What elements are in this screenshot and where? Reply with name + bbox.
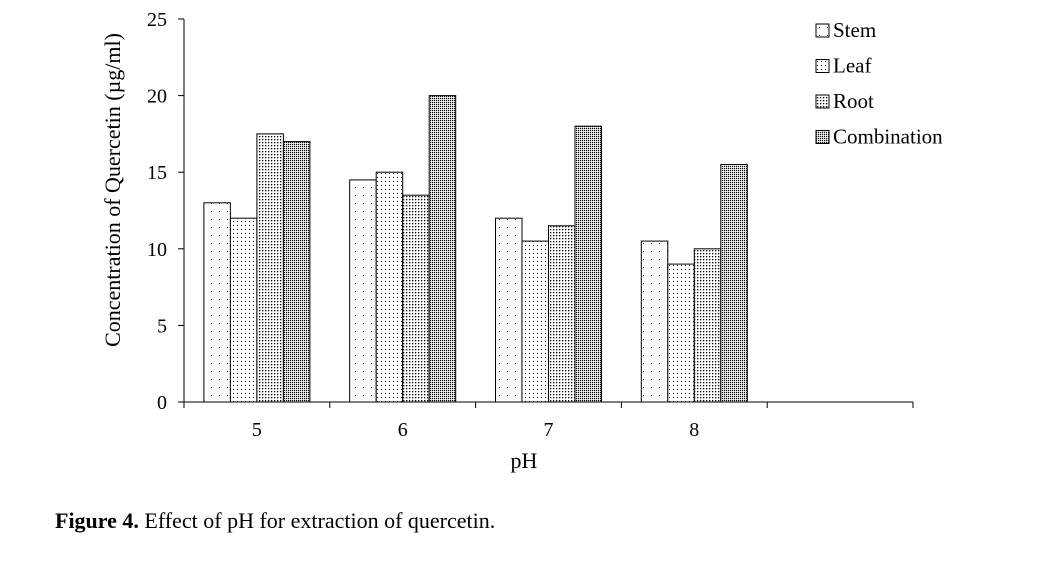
bar-combination-7 [574, 125, 602, 403]
legend-swatch-root [815, 94, 830, 109]
bar-stem-7 [495, 217, 523, 403]
bar-combination-6 [428, 95, 457, 403]
legend-swatch-leaf [815, 59, 830, 73]
legend-label-leaf: Leaf [833, 54, 871, 78]
legend-label-combination: Combination [833, 125, 943, 149]
bar-combination-5 [282, 141, 311, 403]
bar-stem-8 [640, 240, 669, 403]
y-tick-label: 10 [147, 239, 167, 261]
legend-label-stem: Stem [833, 18, 876, 42]
axes-group: 0 5 10 15 20 25 5 6 7 8 [147, 9, 914, 441]
y-tick-label: 15 [147, 162, 167, 184]
bar-stem-5 [203, 202, 231, 403]
bar-chart: 0 5 10 15 20 25 5 6 7 8 Stem Leaf Root Combination C… [100, 9, 943, 473]
legend-label-root: Root [833, 89, 874, 113]
bar-leaf-5 [229, 217, 258, 403]
figure-caption: Figure 4. Effect of pH for extraction of… [55, 508, 495, 534]
y-tick-label: 25 [147, 9, 167, 31]
bar-root-5 [256, 133, 284, 403]
figure-caption-label: Figure 4. [55, 508, 139, 533]
bar-stem-6 [349, 179, 377, 403]
x-tick-label: 8 [689, 419, 699, 441]
y-tick-label: 20 [147, 86, 167, 108]
x-axis-label: pH [511, 448, 538, 473]
y-axis-label: Concentration of Quercetin (µg/ml) [100, 33, 125, 347]
bar-leaf-7 [521, 240, 549, 403]
bar-combination-8 [720, 164, 748, 403]
bar-leaf-8 [667, 263, 695, 403]
bar-leaf-6 [375, 171, 404, 403]
bar-root-6 [402, 194, 430, 403]
figure-caption-text: Effect of pH for extraction of quercetin… [138, 508, 496, 533]
legend: Stem Leaf Root Combination [815, 18, 943, 149]
bars-group [203, 95, 748, 403]
x-tick-label: 7 [544, 419, 554, 441]
legend-swatch-combination [815, 130, 830, 144]
bar-root-8 [693, 248, 722, 403]
legend-swatch-stem [815, 23, 830, 38]
x-tick-label: 5 [252, 419, 262, 441]
y-tick-label: 5 [157, 315, 167, 337]
bar-root-7 [548, 225, 576, 403]
x-tick-label: 6 [398, 419, 408, 441]
y-tick-label: 0 [157, 392, 167, 414]
